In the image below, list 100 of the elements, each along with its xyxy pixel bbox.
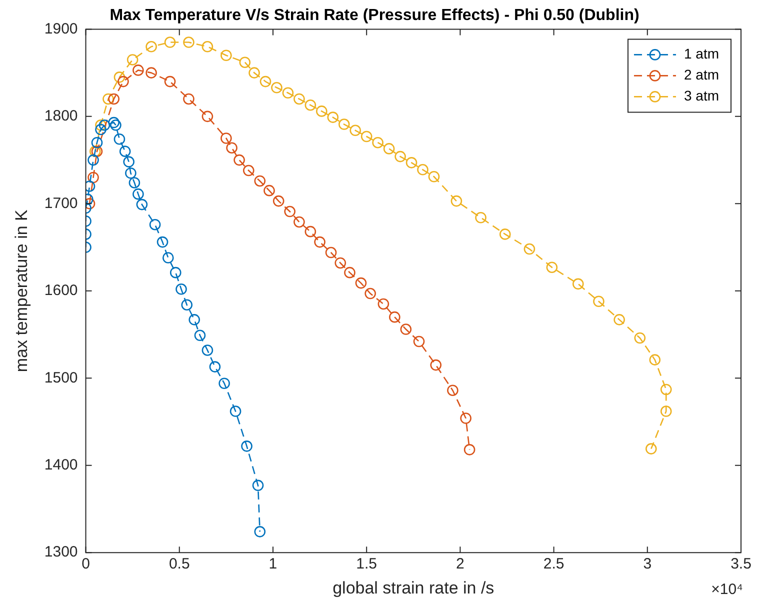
legend-label: 3 atm (684, 88, 719, 104)
y-tick-label: 1600 (44, 282, 78, 300)
point (264, 184, 275, 196)
point (209, 361, 221, 372)
point (372, 136, 384, 148)
x-tick-label: 0.5 (168, 556, 190, 573)
point (86, 198, 96, 210)
point (254, 175, 266, 187)
point (88, 172, 99, 184)
point (162, 252, 174, 264)
x-tick-label: 0 (82, 556, 90, 573)
point (660, 406, 672, 417)
point (499, 228, 511, 240)
x-tick-label: 3 (643, 556, 652, 573)
point (239, 56, 251, 68)
point (645, 443, 657, 454)
x-tick-label: 3.5 (730, 556, 752, 573)
point (125, 167, 136, 179)
point (649, 354, 661, 366)
y-tick-label: 1500 (44, 369, 78, 386)
point (220, 132, 232, 144)
point (136, 198, 148, 210)
x-tick-label: 2 (456, 556, 464, 573)
point (450, 195, 462, 207)
point (660, 384, 672, 396)
point (314, 236, 326, 248)
y-tick-label: 1300 (44, 544, 78, 561)
point (546, 262, 558, 273)
point (406, 157, 418, 168)
point (132, 188, 144, 200)
point (634, 332, 646, 344)
point (248, 67, 260, 78)
point (110, 120, 122, 131)
point (234, 154, 245, 166)
point (194, 330, 206, 342)
point (220, 50, 232, 62)
point (226, 142, 238, 154)
point (400, 324, 412, 335)
x-tick-label: 1.5 (356, 556, 378, 573)
point (572, 278, 584, 290)
point (114, 72, 126, 83)
point (364, 288, 376, 300)
point (202, 344, 214, 356)
x-tick-label: 2.5 (543, 556, 564, 573)
point (464, 444, 476, 456)
point (271, 82, 282, 94)
point (252, 480, 264, 492)
point (344, 266, 356, 278)
point (91, 136, 103, 148)
point (123, 156, 134, 168)
y-tick-label: 1800 (44, 108, 78, 125)
point (447, 384, 458, 396)
point (164, 76, 176, 88)
point (146, 67, 157, 78)
point (304, 99, 316, 111)
point (156, 236, 168, 248)
point (430, 359, 442, 371)
point (378, 298, 390, 310)
point (218, 378, 230, 390)
point (188, 314, 200, 326)
point (95, 120, 106, 131)
point (460, 412, 472, 424)
point (282, 87, 294, 99)
point (383, 143, 395, 154)
point (272, 195, 284, 207)
point (294, 216, 305, 228)
point (98, 120, 110, 131)
point (360, 130, 372, 142)
y-tick-label: 1900 (44, 20, 78, 38)
point (170, 266, 182, 278)
point (334, 257, 346, 269)
point (132, 64, 144, 76)
point (325, 246, 337, 258)
point (417, 164, 428, 176)
point (126, 54, 138, 66)
y-axis-title: max temperature in K (12, 208, 31, 372)
point (614, 314, 625, 326)
legend-label: 1 atm (684, 46, 719, 62)
point (102, 93, 114, 105)
y-tick-label: 1700 (44, 194, 78, 212)
point (164, 36, 176, 48)
point (242, 164, 254, 176)
point (428, 170, 440, 182)
point (294, 93, 305, 105)
point (327, 112, 339, 123)
point (181, 299, 193, 311)
point (108, 116, 120, 128)
point (88, 154, 99, 166)
text: ×10⁴ (711, 581, 743, 598)
chart-title: Max Temperature V/s Strain Rate (Pressure Effects) - Phi 0.50 (Dublin) (110, 7, 640, 24)
point (128, 177, 140, 188)
point (524, 243, 536, 255)
point (176, 284, 187, 295)
x-axis-title: global strain rate in /s (332, 578, 494, 598)
legend-label: 2 atm (684, 66, 719, 83)
point (114, 133, 126, 145)
point (146, 40, 157, 52)
point (284, 206, 296, 218)
point (304, 226, 316, 238)
point (593, 296, 604, 308)
